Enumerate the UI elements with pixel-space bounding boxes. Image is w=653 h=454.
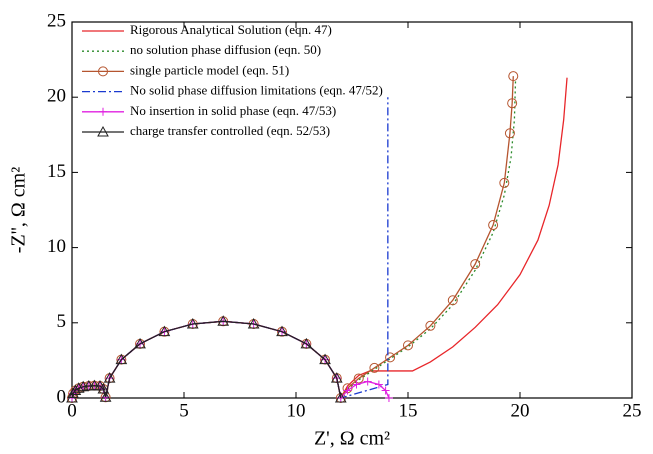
x-tick-label: 10 <box>287 400 306 421</box>
data-point <box>217 315 230 326</box>
data-point <box>319 353 331 365</box>
data-point <box>186 317 199 329</box>
data-point <box>69 384 82 395</box>
y-tick-label: 0 <box>57 386 67 407</box>
data-point <box>276 325 288 337</box>
data-point <box>134 337 146 349</box>
x-tick-label: 5 <box>179 400 189 421</box>
data-point <box>385 352 396 363</box>
data-point <box>103 372 116 383</box>
data-point <box>369 362 380 373</box>
data-point <box>508 71 519 82</box>
x-axis-label: Z', Ω cm² <box>314 428 390 450</box>
data-point <box>374 380 383 389</box>
legend-label: single particle model (eqn. 51) <box>130 62 289 77</box>
data-point <box>381 386 390 395</box>
data-point <box>447 295 458 306</box>
series-line <box>71 97 389 399</box>
plot-frame <box>71 21 633 399</box>
data-point <box>300 337 313 349</box>
y-tick-label: 25 <box>47 10 66 31</box>
series-line <box>71 320 342 399</box>
data-point <box>330 372 343 383</box>
y-tick-label: 20 <box>47 86 66 107</box>
data-point <box>99 391 112 402</box>
data-point <box>363 377 372 386</box>
data-point <box>504 128 515 139</box>
data-point <box>115 353 128 365</box>
data-point <box>352 380 361 389</box>
y-tick-label: 5 <box>57 311 67 332</box>
x-tick-label: 0 <box>67 400 77 421</box>
data-point <box>343 386 352 395</box>
x-tick-label: 20 <box>511 400 530 421</box>
x-tick-label: 15 <box>399 400 418 421</box>
legend-label: Rigorous Analytical Solution (eqn. 47) <box>130 22 332 37</box>
data-point <box>88 379 101 391</box>
data-point <box>72 382 85 393</box>
data-point <box>247 317 260 329</box>
data-point <box>470 259 481 270</box>
data-point <box>384 394 393 402</box>
legend-marker <box>97 125 109 137</box>
data-point <box>403 340 413 351</box>
legend-label: No solid phase diffusion limitations (eq… <box>130 83 383 98</box>
data-point <box>353 373 364 384</box>
data-point <box>158 325 171 337</box>
y-axis-label: -Z'', Ω cm² <box>8 167 30 253</box>
y-tick-label: 10 <box>47 236 66 257</box>
data-point <box>425 320 436 331</box>
x-tick-label: 25 <box>623 400 642 421</box>
data-point <box>499 177 510 188</box>
legend-label: no solution phase diffusion (eqn. 50) <box>130 42 321 57</box>
y-tick-label: 15 <box>47 161 66 182</box>
legend-marker <box>99 107 107 116</box>
legend-label: charge transfer controlled (eqn. 52/53) <box>130 123 330 138</box>
legend-marker <box>98 66 108 77</box>
data-point <box>488 220 499 231</box>
data-point <box>507 98 518 109</box>
data-point <box>334 391 347 403</box>
data-point <box>97 382 110 394</box>
legend-label: No insertion in solid phase (eqn. 47/53) <box>130 103 336 118</box>
